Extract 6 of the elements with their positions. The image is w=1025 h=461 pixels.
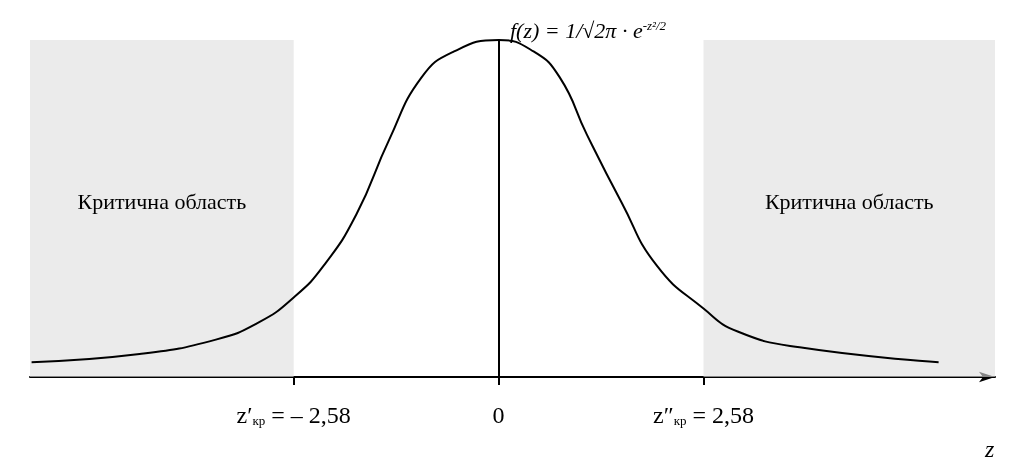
band-label: Критична область (764, 188, 934, 214)
x-tick-label: z″кр = 2,58 (653, 402, 755, 428)
x-tick-label: z′кр = – 2,58 (236, 402, 351, 428)
x-tick-label: 0 (492, 402, 505, 428)
band-label: Критична область (77, 188, 247, 214)
x-axis-title: z (984, 436, 995, 461)
